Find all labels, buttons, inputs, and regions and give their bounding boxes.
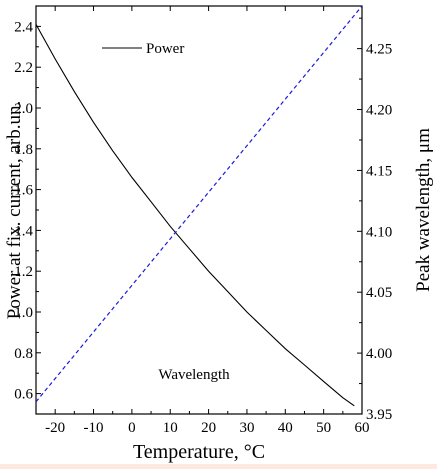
- x-tick-label: -10: [84, 420, 104, 436]
- y-left-axis-label: Power at fix. current, arb.un.: [4, 101, 25, 319]
- x-tick-label: 20: [201, 420, 216, 436]
- legend-label-power: Power: [146, 41, 184, 57]
- y-right-axis-label: Peak wavelength, μm: [413, 128, 434, 292]
- legend: Power Wavelength: [102, 41, 230, 383]
- y-left-tick-label: 1.6: [14, 183, 33, 199]
- y-left-tick-label: 0.8: [14, 346, 33, 362]
- x-tick-label: 0: [128, 420, 136, 436]
- y-left-tick-label: 1.2: [14, 264, 33, 280]
- plot-frame: [35, 5, 363, 415]
- y-left-tick-label: 1.0: [14, 305, 33, 321]
- series-line-power: [35, 24, 355, 407]
- y-right-tick-label: 4.15: [366, 163, 392, 179]
- x-tick-label: 30: [239, 420, 254, 436]
- y-left-tick-label: 2.0: [14, 101, 33, 117]
- x-axis-label: Temperature, °C: [133, 441, 265, 463]
- x-tick-label: 40: [278, 420, 293, 436]
- x-tick-label: 10: [163, 420, 178, 436]
- y-left-tick-label: 2.2: [14, 60, 33, 76]
- y-right-tick-label: 4.20: [366, 103, 392, 119]
- annotation-wavelength: Wavelength: [158, 367, 230, 383]
- y-left-tick-label: 2.4: [14, 19, 33, 35]
- series-line-wavelength: [35, 5, 363, 403]
- x-tick-label: 60: [355, 420, 370, 436]
- series-layer: [35, 5, 363, 407]
- y-right-tick-label: 4.25: [366, 42, 392, 58]
- axes-group: -20 -10 0 10 20 30 40 50 60 0.6 0.8 1.0 1.2 1.4 1.6 1.8…: [4, 5, 434, 463]
- x-tick-label: -20: [45, 420, 65, 436]
- y-right-tick-label: 4.00: [366, 346, 392, 362]
- y-right-tick-label: 3.95: [366, 407, 392, 423]
- y-left-tick-label: 1.4: [14, 223, 33, 239]
- y-left-tick-label: 0.6: [14, 387, 33, 403]
- x-tick-label: 50: [316, 420, 331, 436]
- y-right-tick-label: 4.10: [366, 224, 392, 240]
- y-left-tick-label: 1.8: [14, 142, 33, 158]
- y-right-tick-label: 4.05: [366, 285, 392, 301]
